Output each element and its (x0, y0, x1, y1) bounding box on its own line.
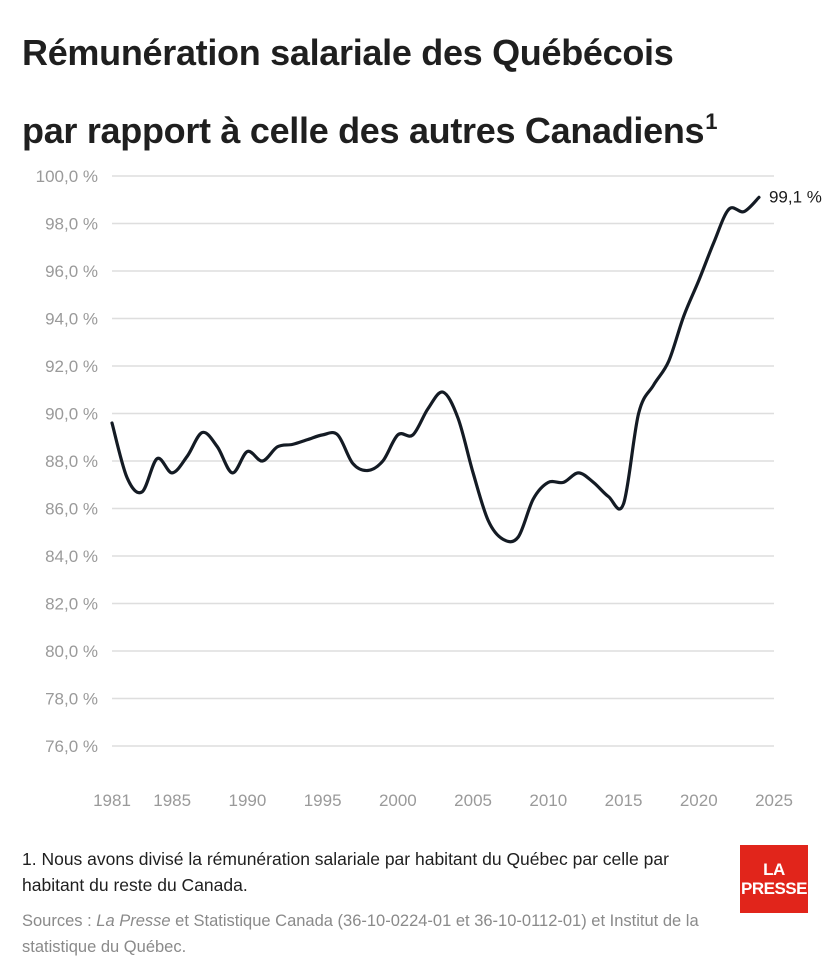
x-axis-tick-labels: 1981 1985 1990 1995 2000 2005 2010 2015 2020 2025 (93, 791, 793, 810)
end-value-label: 99,1 % (769, 187, 822, 206)
x-tick-label: 2000 (379, 791, 417, 810)
chart-title-line-2: par rapport à celle des autres Canadiens… (22, 92, 812, 170)
gridlines (112, 175, 774, 747)
x-tick-label: 1985 (153, 791, 191, 810)
y-tick-label: 96,0 % (45, 262, 98, 281)
line-chart: 76,0 % 78,0 % 80,0 % 82,0 % 84,0 % 86,0 % 88,0… (36, 167, 822, 810)
la-presse-logo: LA PRESSE (740, 845, 808, 913)
y-tick-label: 86,0 % (45, 500, 98, 519)
y-tick-label: 82,0 % (45, 595, 98, 614)
logo-line-1: LA (763, 860, 785, 879)
y-tick-label: 92,0 % (45, 357, 98, 376)
x-tick-label: 1990 (228, 791, 266, 810)
footnote: 1. Nous avons divisé la rémunération sal… (22, 849, 669, 895)
sources-publication: La Presse (96, 912, 171, 930)
y-tick-label: 100,0 % (36, 167, 98, 186)
x-tick-label: 2015 (605, 791, 643, 810)
series-line (110, 195, 761, 544)
y-tick-label: 94,0 % (45, 310, 98, 329)
y-tick-label: 80,0 % (45, 642, 98, 661)
x-tick-label: 1995 (304, 791, 342, 810)
y-tick-label: 88,0 % (45, 452, 98, 471)
y-axis-tick-labels: 76,0 % 78,0 % 80,0 % 82,0 % 84,0 % 86,0 % 88,0… (36, 167, 98, 756)
x-tick-label: 2020 (680, 791, 718, 810)
sources-rest: et Statistique Canada (36-10-0224-01 et … (22, 912, 699, 956)
x-tick-label: 2025 (755, 791, 793, 810)
y-tick-label: 78,0 % (45, 690, 98, 709)
x-tick-label: 2010 (529, 791, 567, 810)
sources: Sources : La Presse et Statistique Canad… (22, 908, 712, 960)
chart-title: Rémunération salariale des Québécois par… (22, 14, 812, 170)
y-tick-label: 90,0 % (45, 405, 98, 424)
series-layer (110, 195, 761, 544)
sources-prefix: Sources : (22, 912, 97, 930)
y-tick-label: 98,0 % (45, 215, 98, 234)
annotations: 99,1 % (769, 187, 822, 206)
footnote-marker: 1 (705, 109, 718, 134)
chart-title-line-2-text: par rapport à celle des autres Canadiens (22, 110, 705, 151)
x-tick-label: 1981 (93, 791, 131, 810)
chart-title-line-1: Rémunération salariale des Québécois (22, 32, 674, 73)
x-tick-label: 2005 (454, 791, 492, 810)
y-tick-label: 84,0 % (45, 547, 98, 566)
y-tick-label: 76,0 % (45, 737, 98, 756)
logo-line-2: PRESSE (741, 879, 807, 898)
